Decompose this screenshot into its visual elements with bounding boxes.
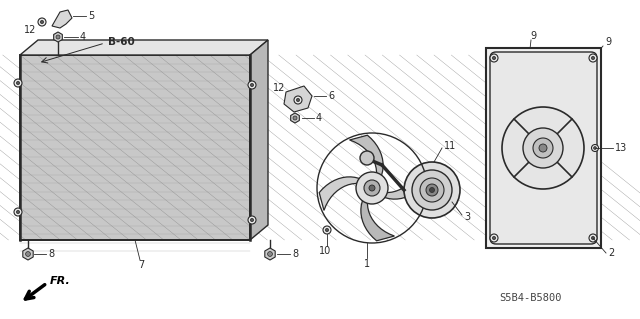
- Circle shape: [14, 208, 22, 216]
- Text: 12: 12: [24, 25, 36, 35]
- Polygon shape: [20, 55, 250, 240]
- Circle shape: [490, 54, 498, 62]
- Polygon shape: [319, 177, 362, 211]
- Polygon shape: [382, 166, 425, 199]
- Circle shape: [591, 56, 595, 60]
- Circle shape: [533, 138, 553, 158]
- Circle shape: [594, 147, 596, 149]
- Circle shape: [17, 211, 20, 214]
- Text: 10: 10: [319, 246, 331, 256]
- Polygon shape: [52, 10, 72, 28]
- Circle shape: [250, 83, 253, 86]
- Circle shape: [248, 81, 256, 89]
- Text: 3: 3: [464, 212, 470, 222]
- Text: 7: 7: [138, 260, 144, 270]
- Polygon shape: [291, 113, 300, 123]
- Circle shape: [296, 98, 300, 101]
- Circle shape: [429, 188, 435, 192]
- Circle shape: [492, 56, 495, 60]
- Circle shape: [40, 20, 44, 24]
- Text: 13: 13: [615, 143, 627, 153]
- Text: 5: 5: [88, 11, 94, 21]
- Circle shape: [250, 219, 253, 222]
- Text: 9: 9: [530, 31, 536, 41]
- Circle shape: [369, 185, 375, 191]
- Circle shape: [14, 79, 22, 87]
- Circle shape: [293, 116, 297, 120]
- Polygon shape: [349, 135, 383, 178]
- Circle shape: [523, 128, 563, 168]
- Circle shape: [323, 226, 331, 234]
- Circle shape: [420, 178, 444, 202]
- Text: 2: 2: [608, 248, 614, 258]
- Circle shape: [404, 162, 460, 218]
- Circle shape: [589, 54, 597, 62]
- Circle shape: [412, 170, 452, 210]
- Polygon shape: [486, 48, 601, 248]
- Text: 4: 4: [80, 32, 86, 42]
- Circle shape: [248, 216, 256, 224]
- Text: 8: 8: [48, 249, 54, 259]
- Circle shape: [426, 184, 438, 196]
- Text: B-60: B-60: [108, 37, 135, 47]
- Circle shape: [38, 18, 46, 26]
- Circle shape: [591, 145, 598, 152]
- Circle shape: [490, 234, 498, 242]
- Polygon shape: [54, 32, 62, 42]
- Circle shape: [502, 107, 584, 189]
- Circle shape: [539, 144, 547, 152]
- Circle shape: [589, 234, 597, 242]
- Circle shape: [268, 252, 273, 256]
- Text: 12: 12: [273, 83, 285, 93]
- Text: 9: 9: [605, 37, 611, 47]
- Text: 6: 6: [328, 91, 334, 101]
- Circle shape: [26, 252, 31, 256]
- Polygon shape: [265, 248, 275, 260]
- Circle shape: [325, 228, 328, 232]
- Polygon shape: [20, 40, 268, 55]
- Polygon shape: [23, 248, 33, 260]
- Circle shape: [360, 151, 374, 165]
- Circle shape: [294, 96, 302, 104]
- Circle shape: [364, 180, 380, 196]
- Text: 4: 4: [316, 113, 322, 123]
- Polygon shape: [361, 198, 394, 241]
- Text: 8: 8: [292, 249, 298, 259]
- Polygon shape: [284, 86, 312, 112]
- Circle shape: [17, 81, 20, 85]
- Text: 1: 1: [364, 259, 370, 269]
- Polygon shape: [250, 40, 268, 240]
- Circle shape: [56, 35, 60, 39]
- Text: S5B4-B5800: S5B4-B5800: [499, 293, 561, 303]
- Circle shape: [492, 236, 495, 240]
- Circle shape: [356, 172, 388, 204]
- Text: 11: 11: [444, 141, 456, 151]
- Circle shape: [591, 236, 595, 240]
- FancyBboxPatch shape: [490, 52, 597, 244]
- Text: FR.: FR.: [50, 276, 71, 286]
